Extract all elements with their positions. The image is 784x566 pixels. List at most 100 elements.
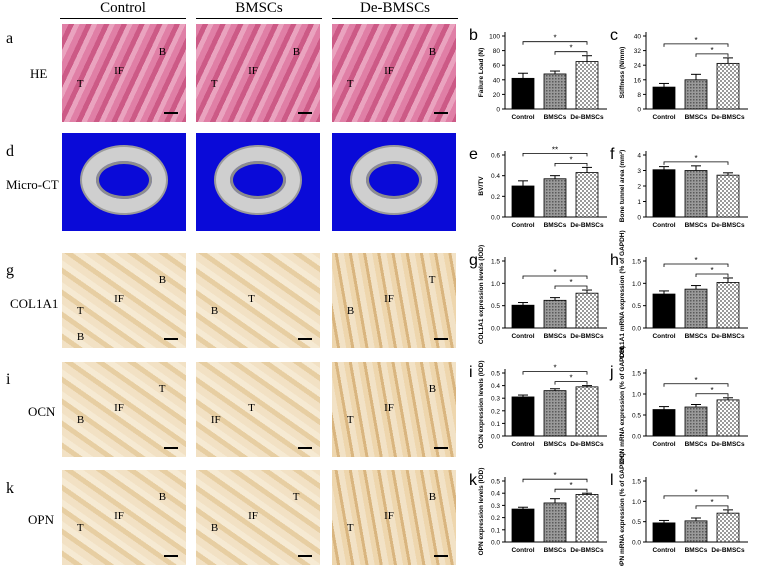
- significance-bracket: [663, 263, 729, 267]
- scale-bar: [434, 338, 448, 340]
- y-tick-label: 0: [496, 107, 500, 114]
- tissue-label: T: [158, 382, 166, 395]
- panel-letter-i: i: [469, 364, 473, 381]
- scale-bar: [164, 555, 178, 557]
- x-tick-label: BMSCs: [544, 222, 567, 229]
- y-axis-label: Failure Load (N): [478, 48, 485, 97]
- panel-letter-l: l: [610, 472, 614, 489]
- tissue-label: T: [248, 401, 255, 414]
- significance-mark: *: [553, 34, 556, 43]
- y-tick-label: 0.0: [491, 215, 500, 222]
- y-tick-label: 0.5: [491, 303, 500, 310]
- bar: [575, 386, 599, 437]
- micrograph: T IF B: [332, 24, 456, 122]
- significance-bracket: [663, 161, 729, 165]
- tissue-label: B: [76, 414, 85, 427]
- panel-letter-c: c: [610, 27, 618, 44]
- y-axis-label: OCN expression levels (IOD): [478, 360, 485, 448]
- x-tick-label: BMSCs: [544, 333, 567, 340]
- x-tick-label: De-BMSCs: [711, 547, 745, 554]
- y-axis-label: Bone tunnel area (mm²): [619, 150, 626, 223]
- column-header-control: Control: [100, 0, 146, 16]
- row-label: HE: [30, 66, 48, 81]
- x-tick-label: De-BMSCs: [570, 114, 604, 121]
- y-tick-label: 0.5: [632, 519, 641, 526]
- y-tick-label: 1.0: [632, 281, 641, 288]
- y-axis-label: OPN expression levels (IOD): [478, 468, 485, 556]
- y-tick-label: 0: [637, 215, 641, 222]
- y-axis-label: COL1A1 expression levels (IOD): [478, 245, 485, 344]
- micrograph: B IF T: [62, 362, 186, 457]
- bar: [543, 178, 567, 218]
- significance-bracket: [695, 393, 729, 397]
- tissue-label: B: [428, 45, 437, 58]
- y-tick-label: 0.0: [632, 326, 641, 333]
- tissue-label: IF: [210, 414, 221, 427]
- tissue-label: T: [76, 522, 84, 535]
- x-tick-label: Control: [652, 114, 675, 121]
- bar: [511, 185, 535, 218]
- x-tick-label: De-BMSCs: [711, 333, 745, 340]
- bar: [543, 390, 567, 437]
- significance-mark: *: [710, 386, 713, 395]
- panel-letter-g: g: [469, 252, 478, 269]
- x-tick-label: BMSCs: [685, 441, 708, 448]
- y-tick-label: 0.0: [491, 434, 500, 441]
- header-underline: [60, 18, 186, 19]
- y-tick-label: 1.0: [491, 281, 500, 288]
- tissue-label: B: [158, 490, 167, 503]
- micrograph: T IF B: [332, 470, 456, 565]
- x-tick-label: De-BMSCs: [711, 441, 745, 448]
- panel-letter-h: h: [610, 252, 619, 269]
- significance-mark: *: [710, 266, 713, 275]
- significance-bracket: [522, 371, 588, 375]
- scale-bar: [164, 338, 178, 340]
- y-tick-label: 0.0: [491, 326, 500, 333]
- x-tick-label: Control: [511, 222, 534, 229]
- y-tick-label: 80: [493, 48, 501, 55]
- significance-bracket: [522, 41, 588, 45]
- micro-ct-render: [332, 133, 456, 231]
- significance-mark: *: [553, 268, 556, 277]
- column-header-debmscs: De-BMSCs: [359, 0, 430, 16]
- scale-bar: [298, 112, 312, 114]
- scale-bar: [298, 447, 312, 449]
- micro-ct-render: [196, 133, 320, 231]
- x-tick-label: Control: [511, 114, 534, 121]
- significance-bracket: [695, 505, 729, 509]
- significance-mark: **: [552, 145, 558, 154]
- bar: [652, 293, 676, 329]
- tissue-label: IF: [114, 509, 124, 522]
- y-tick-label: 0.2: [491, 194, 500, 201]
- y-tick-label: 0.4: [491, 491, 500, 498]
- x-tick-label: Control: [652, 333, 675, 340]
- tissue-label: T: [248, 292, 255, 305]
- tissue-label: B: [158, 273, 167, 286]
- tissue-label: IF: [384, 401, 394, 414]
- panel-letter-j: j: [609, 364, 614, 381]
- y-tick-label: 0.4: [491, 383, 500, 390]
- tissue-label: B: [292, 45, 301, 58]
- x-tick-label: De-BMSCs: [570, 222, 604, 229]
- tissue-label: T: [346, 77, 354, 90]
- tissue-label: T: [428, 273, 436, 286]
- x-tick-label: De-BMSCs: [570, 547, 604, 554]
- y-tick-label: 0.4: [491, 173, 500, 180]
- column-header-bmscs: BMSCs: [235, 0, 283, 16]
- y-tick-label: 0.0: [632, 434, 641, 441]
- bar: [575, 61, 599, 110]
- scale-bar: [434, 447, 448, 449]
- y-tick-label: 20: [493, 92, 501, 99]
- y-axis-label: OCN mRNA expression (% of GAPDH): [619, 346, 626, 463]
- y-tick-label: 0.2: [491, 408, 500, 415]
- micro-ct-render: [62, 133, 186, 231]
- y-tick-label: 0.0: [632, 540, 641, 547]
- y-tick-label: 0.2: [491, 515, 500, 522]
- bar: [652, 409, 676, 437]
- y-tick-label: 32: [634, 48, 642, 55]
- significance-mark: *: [694, 36, 697, 45]
- y-tick-label: 0.5: [491, 479, 500, 486]
- y-tick-label: 24: [634, 63, 642, 70]
- bar: [684, 170, 708, 218]
